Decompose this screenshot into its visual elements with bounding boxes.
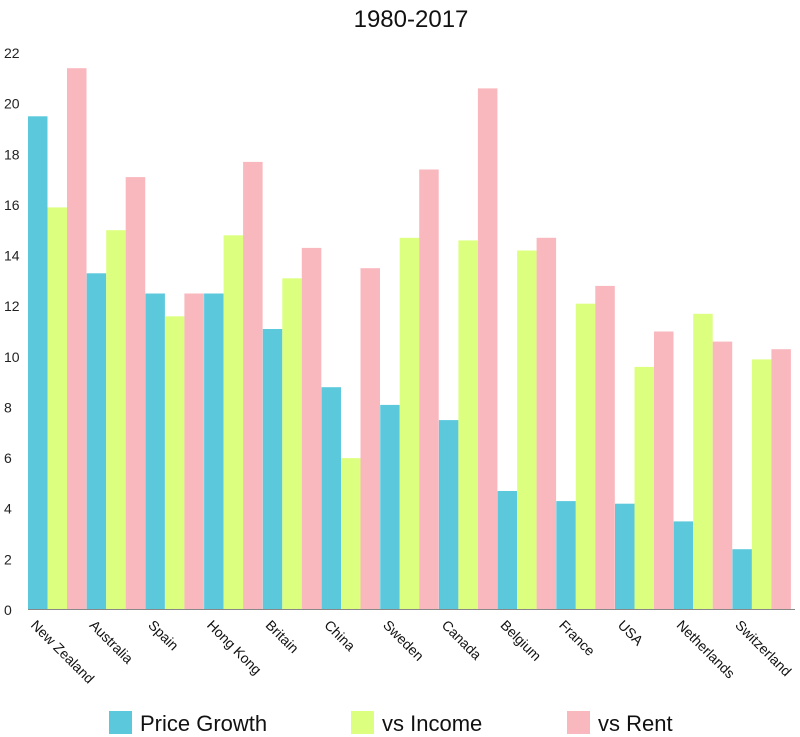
bar-vs-rent-belgium — [536, 237, 557, 611]
bar-vs-rent-netherlands — [712, 341, 733, 610]
legend-label: vs Rent — [598, 711, 673, 736]
bar-price-growth-netherlands — [673, 521, 694, 610]
bar-vs-rent-hong-kong — [243, 161, 263, 610]
bar-vs-income-canada — [458, 240, 478, 610]
bar-price-growth-sweden — [380, 404, 400, 610]
bar-vs-rent-usa — [654, 331, 674, 610]
x-tick-label: Belgium — [497, 617, 544, 664]
legend-swatch — [567, 711, 590, 734]
x-tick-label: France — [556, 617, 598, 659]
bar-vs-rent-switzerland — [771, 349, 791, 610]
bar-price-growth-china — [321, 387, 341, 610]
bar-vs-income-new-zealand — [47, 207, 67, 610]
bar-price-growth-australia — [86, 273, 107, 610]
legend-swatch — [109, 711, 132, 734]
legend: Price Growth vs Income vs Rent — [109, 711, 673, 736]
bar-vs-income-belgium — [517, 250, 537, 610]
bar-vs-rent-australia — [125, 177, 146, 610]
legend-label: vs Income — [382, 711, 482, 736]
bar-vs-income-france — [575, 303, 596, 610]
y-tick-label: 16 — [4, 197, 20, 213]
y-tick-label: 4 — [4, 501, 12, 517]
bar-vs-income-switzerland — [751, 359, 772, 610]
bar-price-growth-new-zealand — [28, 116, 48, 611]
bar-price-growth-switzerland — [732, 549, 752, 610]
x-tick-label: Hong Kong — [204, 617, 265, 678]
bar-vs-income-britain — [282, 278, 302, 610]
x-tick-label: Britain — [263, 617, 302, 656]
bar-vs-rent-canada — [477, 88, 498, 610]
bar-price-growth-spain — [145, 293, 165, 610]
bar-vs-rent-france — [595, 285, 615, 610]
x-tick-label: Netherlands — [674, 617, 739, 682]
bar-price-growth-hong-kong — [204, 293, 224, 610]
y-tick-label: 12 — [4, 298, 20, 314]
bar-vs-rent-spain — [184, 293, 204, 610]
x-tick-label: Australia — [87, 617, 137, 667]
y-tick-label: 6 — [4, 450, 12, 466]
legend-label: Price Growth — [140, 711, 267, 736]
y-tick-label: 14 — [4, 248, 20, 264]
y-tick-label: 2 — [4, 551, 12, 567]
y-tick-label: 0 — [4, 602, 12, 618]
bar-price-growth-britain — [262, 329, 283, 610]
bar-vs-income-sweden — [399, 237, 420, 611]
y-tick-label: 10 — [4, 349, 20, 365]
x-tick-label: Spain — [145, 617, 182, 654]
bar-vs-income-netherlands — [693, 313, 713, 610]
bar-vs-rent-britain — [301, 247, 322, 610]
bar-price-growth-france — [556, 501, 576, 610]
y-tick-label: 20 — [4, 96, 20, 112]
y-axis-ticks: 0 2 4 6 8 10 12 14 16 18 20 22 — [4, 45, 20, 618]
y-tick-label: 22 — [4, 45, 20, 61]
bar-price-growth-belgium — [497, 491, 518, 610]
x-tick-label: Switzerland — [732, 617, 794, 679]
bar-vs-income-spain — [164, 316, 185, 610]
y-tick-label: 18 — [4, 146, 20, 162]
bar-vs-rent-china — [360, 268, 380, 610]
x-tick-label: Canada — [439, 617, 485, 663]
y-tick-label: 8 — [4, 399, 12, 415]
bar-vs-income-australia — [106, 230, 126, 610]
bars — [28, 68, 791, 611]
bar-vs-rent-sweden — [419, 169, 439, 610]
bar-vs-income-usa — [634, 366, 654, 610]
bar-price-growth-usa — [615, 503, 635, 610]
bar-vs-rent-new-zealand — [67, 68, 87, 610]
x-tick-label: Sweden — [380, 617, 427, 664]
x-tick-label: USA — [615, 617, 647, 649]
legend-swatch — [351, 711, 374, 734]
bar-price-growth-canada — [438, 420, 459, 610]
bar-vs-income-hong-kong — [223, 235, 244, 611]
chart-title: 1980-2017 — [354, 6, 469, 33]
x-tick-label: China — [321, 617, 358, 654]
bar-vs-income-china — [341, 458, 361, 610]
